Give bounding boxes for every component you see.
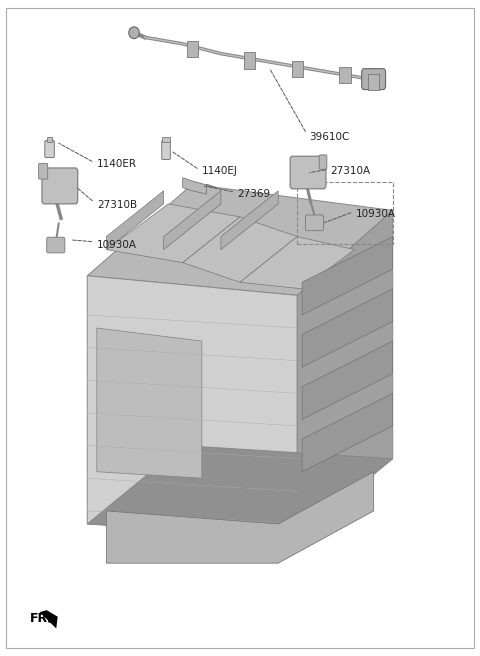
Polygon shape	[221, 191, 278, 250]
Polygon shape	[183, 217, 297, 282]
Bar	[297, 182, 393, 245]
Text: 27369: 27369	[238, 189, 271, 199]
Polygon shape	[107, 472, 373, 563]
Polygon shape	[302, 394, 393, 472]
FancyBboxPatch shape	[38, 163, 48, 179]
Bar	[291, 61, 303, 77]
FancyBboxPatch shape	[42, 168, 78, 204]
FancyBboxPatch shape	[162, 140, 170, 159]
Text: 39610C: 39610C	[309, 132, 349, 142]
Text: 27310A: 27310A	[331, 166, 371, 176]
Polygon shape	[47, 137, 52, 142]
Polygon shape	[302, 237, 393, 315]
Polygon shape	[297, 211, 393, 537]
FancyBboxPatch shape	[319, 155, 327, 169]
Text: 1140EJ: 1140EJ	[202, 166, 238, 176]
Polygon shape	[87, 184, 393, 295]
Polygon shape	[87, 276, 297, 537]
Polygon shape	[87, 445, 393, 537]
Text: FR.: FR.	[30, 612, 53, 625]
Text: 10930A: 10930A	[356, 209, 396, 218]
Polygon shape	[240, 237, 355, 289]
Text: 27310B: 27310B	[97, 200, 137, 210]
Polygon shape	[302, 289, 393, 367]
Polygon shape	[107, 204, 240, 262]
Bar	[187, 41, 198, 57]
FancyBboxPatch shape	[290, 156, 326, 189]
Polygon shape	[183, 178, 216, 194]
FancyBboxPatch shape	[362, 69, 385, 90]
Polygon shape	[162, 136, 170, 142]
Text: 1140ER: 1140ER	[97, 159, 137, 169]
Polygon shape	[97, 328, 202, 478]
FancyBboxPatch shape	[47, 237, 65, 253]
Polygon shape	[302, 341, 393, 419]
Polygon shape	[164, 191, 221, 250]
FancyBboxPatch shape	[305, 215, 324, 231]
Bar	[244, 52, 255, 69]
FancyBboxPatch shape	[45, 140, 54, 157]
Text: 10930A: 10930A	[97, 240, 137, 250]
Polygon shape	[39, 610, 58, 628]
Polygon shape	[107, 191, 164, 250]
Bar	[339, 67, 351, 83]
Bar	[368, 74, 379, 91]
Ellipse shape	[129, 27, 139, 39]
